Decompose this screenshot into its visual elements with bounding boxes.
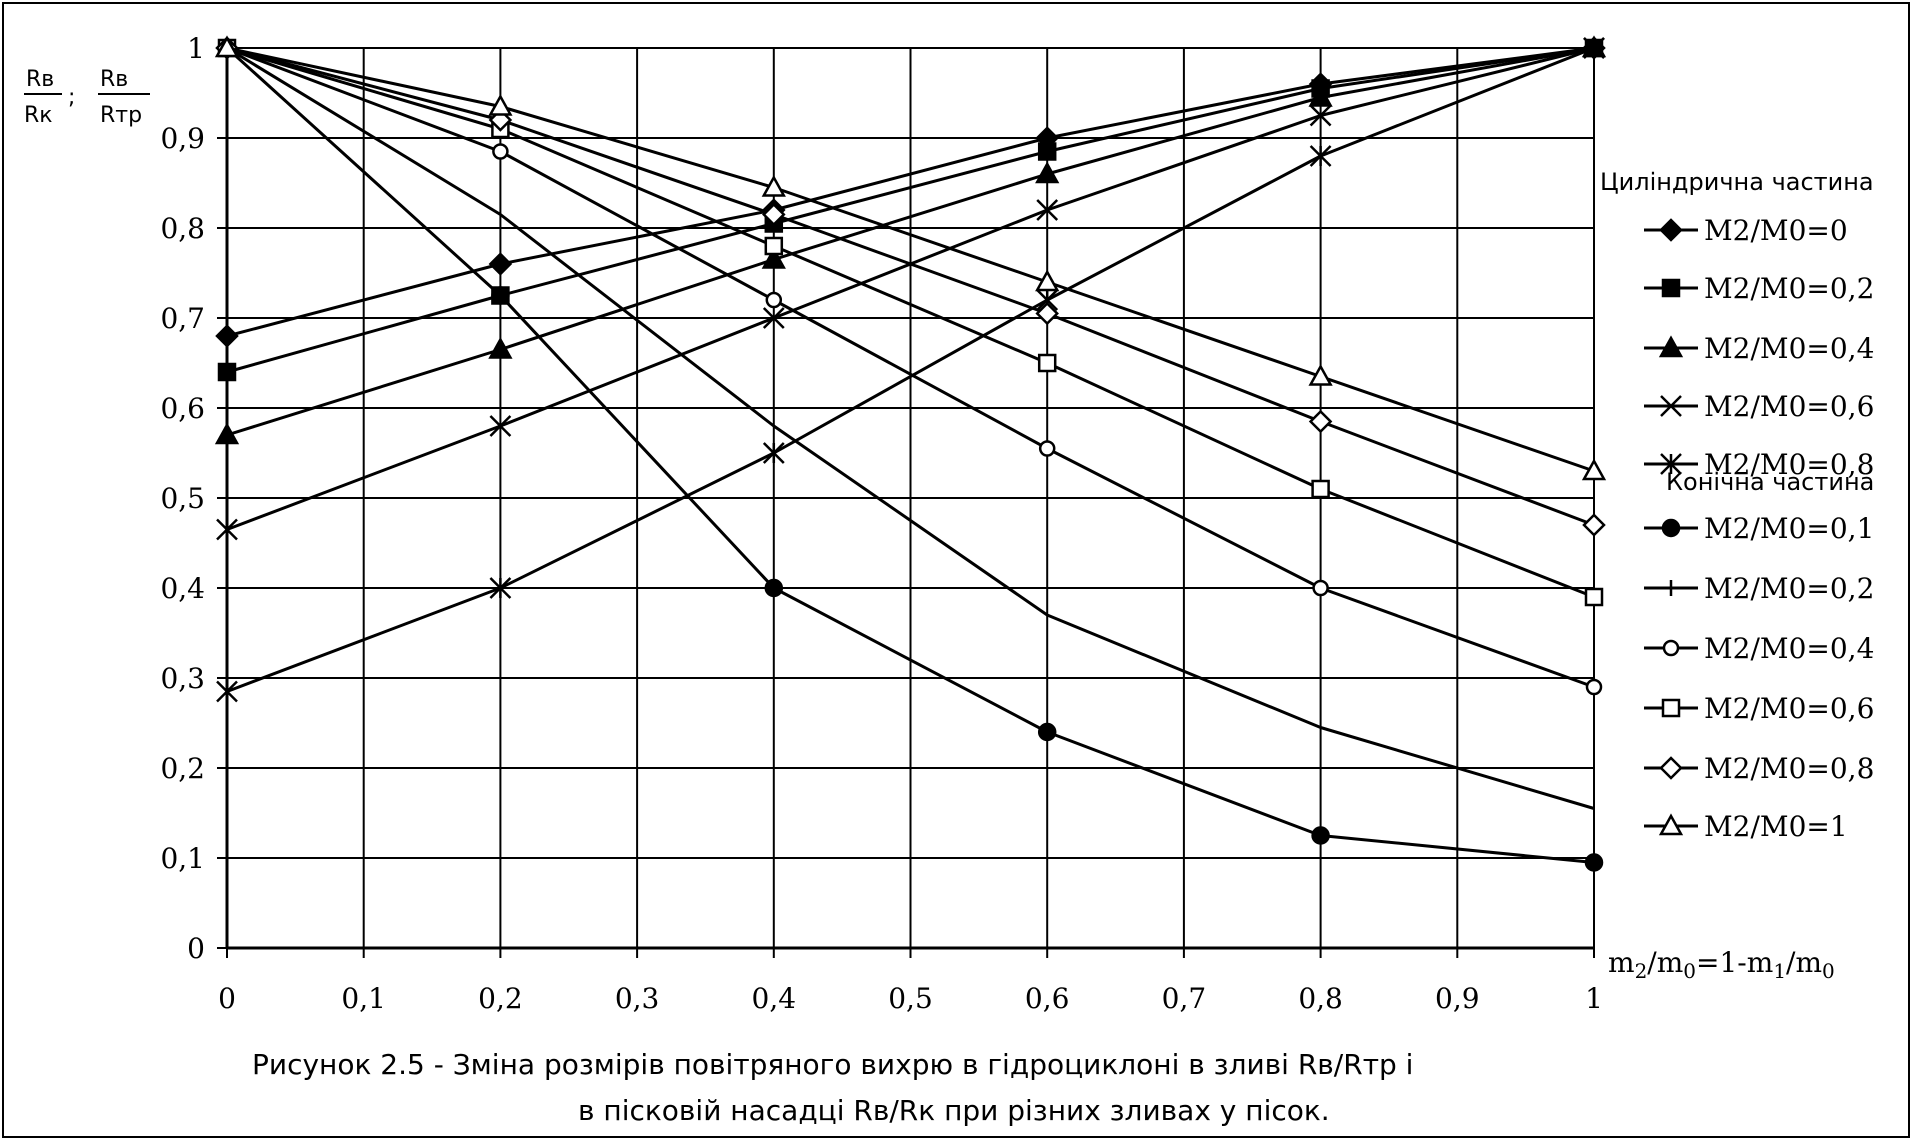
legend-item: M2/M0=0,4 <box>1644 332 1874 365</box>
x-tick-label: 0 <box>218 982 236 1015</box>
legend-label: M2/M0=0 <box>1704 214 1848 247</box>
legend-group-title: Циліндрична частина <box>1600 168 1874 196</box>
data-point <box>767 293 781 307</box>
legend-item: M2/M0=0 <box>1644 214 1848 247</box>
legend-label: M2/M0=0,8 <box>1704 448 1874 481</box>
x-tick-label: 0,1 <box>341 982 386 1015</box>
data-point <box>1039 724 1055 740</box>
data-point <box>1587 680 1601 694</box>
svg-text:;: ; <box>68 85 75 110</box>
data-point <box>219 364 235 380</box>
y-tick-label: 0 <box>187 932 205 965</box>
legend-item: M2/M0=0,2 <box>1644 272 1874 305</box>
legend-label: M2/M0=0,1 <box>1704 512 1874 545</box>
data-point <box>1039 144 1055 160</box>
data-point <box>1311 412 1331 432</box>
data-point <box>1313 828 1329 844</box>
legend-item: M2/M0=0,4 <box>1644 632 1874 665</box>
grid <box>227 48 1594 948</box>
y-axis-label: Rв Rк ; Rв Rтр <box>24 67 150 128</box>
x-tick-label: 0,9 <box>1435 982 1480 1015</box>
data-point <box>1586 589 1602 605</box>
data-point <box>764 443 784 463</box>
x-tick-label: 0,5 <box>888 982 933 1015</box>
data-point <box>490 254 510 274</box>
data-point <box>217 326 237 346</box>
legend-item: M2/M0=0,6 <box>1644 692 1874 725</box>
data-point <box>1040 442 1054 456</box>
legend-label: M2/M0=0,6 <box>1704 390 1874 423</box>
legend-label: M2/M0=0,8 <box>1704 752 1874 785</box>
legend-item: M2/M0=1 <box>1644 810 1848 843</box>
data-point <box>492 288 508 304</box>
x-tick-label: 0,7 <box>1162 982 1207 1015</box>
y-tick-label: 0,8 <box>160 212 205 245</box>
data-point <box>1311 146 1331 166</box>
x-tick-label: 1 <box>1585 982 1603 1015</box>
legend-item: M2/M0=0,8 <box>1644 752 1874 785</box>
legend-item: M2/M0=0,6 <box>1644 390 1874 423</box>
line-chart: 0 0,1 0,2 0,3 0,4 0,5 0,6 0,7 0,8 0,9 1 0 0,1 0,2 0,3 0… <box>4 4 1908 1136</box>
data-point <box>493 145 507 159</box>
axes <box>217 48 1594 958</box>
data-point <box>766 238 782 254</box>
data-point <box>1314 581 1328 595</box>
data-point <box>1039 355 1055 371</box>
y-tick-label: 0,6 <box>160 392 205 425</box>
x-tick-label: 0,3 <box>615 982 660 1015</box>
y-label-den-1: Rк <box>24 103 53 128</box>
caption-line-2: в пісковій насадці Rв/Rк при різних злив… <box>578 1094 1330 1127</box>
y-tick-label: 0,4 <box>160 572 205 605</box>
x-tick-label: 0,4 <box>752 982 797 1015</box>
legend-label: M2/M0=1 <box>1704 810 1848 843</box>
legend-label: M2/M0=0,2 <box>1704 572 1874 605</box>
y-tick-label: 0,1 <box>160 842 205 875</box>
x-axis-label: m2/m0=1-m1/m0 <box>1608 946 1835 983</box>
tick-labels: 0 0,1 0,2 0,3 0,4 0,5 0,6 0,7 0,8 0,9 1 0 0,1 0,2 0,3 0… <box>160 32 1602 1015</box>
legend-label: M2/M0=0,4 <box>1704 332 1874 365</box>
legend-label: M2/M0=0,4 <box>1704 632 1874 665</box>
x-tick-label: 0,8 <box>1298 982 1343 1015</box>
data-point <box>217 682 237 702</box>
y-tick-label: 0,9 <box>160 122 205 155</box>
y-tick-label: 0,3 <box>160 662 205 695</box>
data-point <box>1313 481 1329 497</box>
y-label-num-2: Rв <box>100 67 128 92</box>
y-label-num-1: Rв <box>26 67 54 92</box>
y-label-den-2: Rтр <box>100 103 142 128</box>
legend-label: M2/M0=0,6 <box>1704 692 1874 725</box>
y-tick-label: 0,5 <box>160 482 205 515</box>
legend-item: M2/M0=0,2 <box>1644 572 1874 605</box>
data-point <box>1586 855 1602 871</box>
legend-label: M2/M0=0,2 <box>1704 272 1874 305</box>
y-tick-label: 0,7 <box>160 302 205 335</box>
x-tick-label: 0,2 <box>478 982 523 1015</box>
y-tick-label: 1 <box>187 32 205 65</box>
data-point <box>1584 515 1604 535</box>
y-tick-label: 0,2 <box>160 752 205 785</box>
x-tick-label: 0,6 <box>1025 982 1070 1015</box>
legend-item: M2/M0=0,1 <box>1644 512 1874 545</box>
caption-line-1: Рисунок 2.5 - Зміна розмірів повітряного… <box>252 1048 1413 1081</box>
data-point <box>766 580 782 596</box>
